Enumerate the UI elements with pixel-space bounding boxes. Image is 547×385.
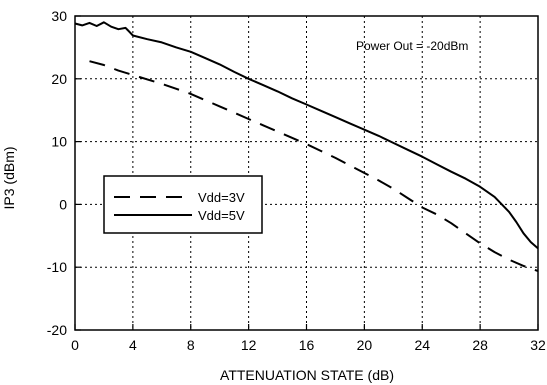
axis-ticks: 0 4 8 12 16 20 24 28 32 -20 -10 0 10 20 30 xyxy=(47,8,546,353)
series-line-vdd-3v xyxy=(89,60,539,272)
y-axis-title: IP3 (dBm) xyxy=(1,146,17,209)
y-tick-label: 30 xyxy=(51,8,67,24)
y-tick-label: 20 xyxy=(51,71,67,87)
legend: Vdd=3V Vdd=5V xyxy=(103,175,263,234)
grid-lines xyxy=(75,16,538,330)
y-tick-label: 10 xyxy=(51,134,67,150)
x-tick-label: 20 xyxy=(357,337,373,353)
x-tick-label: 32 xyxy=(530,337,546,353)
y-tick-label: -10 xyxy=(47,259,67,275)
legend-label-vdd-3v: Vdd=3V xyxy=(198,190,245,205)
x-tick-label: 8 xyxy=(187,337,195,353)
x-tick-label: 0 xyxy=(71,337,79,353)
x-tick-label: 16 xyxy=(299,337,315,353)
series-lines xyxy=(74,21,539,272)
series-line-vdd-5v xyxy=(74,21,539,250)
y-tick-label: 0 xyxy=(59,196,67,212)
x-tick-label: 4 xyxy=(129,337,137,353)
y-tick-label: -20 xyxy=(47,322,67,338)
power-out-annotation: Power Out = -20dBm xyxy=(356,39,468,53)
x-tick-label: 12 xyxy=(241,337,257,353)
x-tick-label: 28 xyxy=(472,337,488,353)
x-tick-label: 24 xyxy=(414,337,430,353)
x-axis-title: ATTENUATION STATE (dB) xyxy=(220,367,394,383)
legend-box xyxy=(103,175,263,234)
legend-label-vdd-5v: Vdd=5V xyxy=(198,208,245,223)
